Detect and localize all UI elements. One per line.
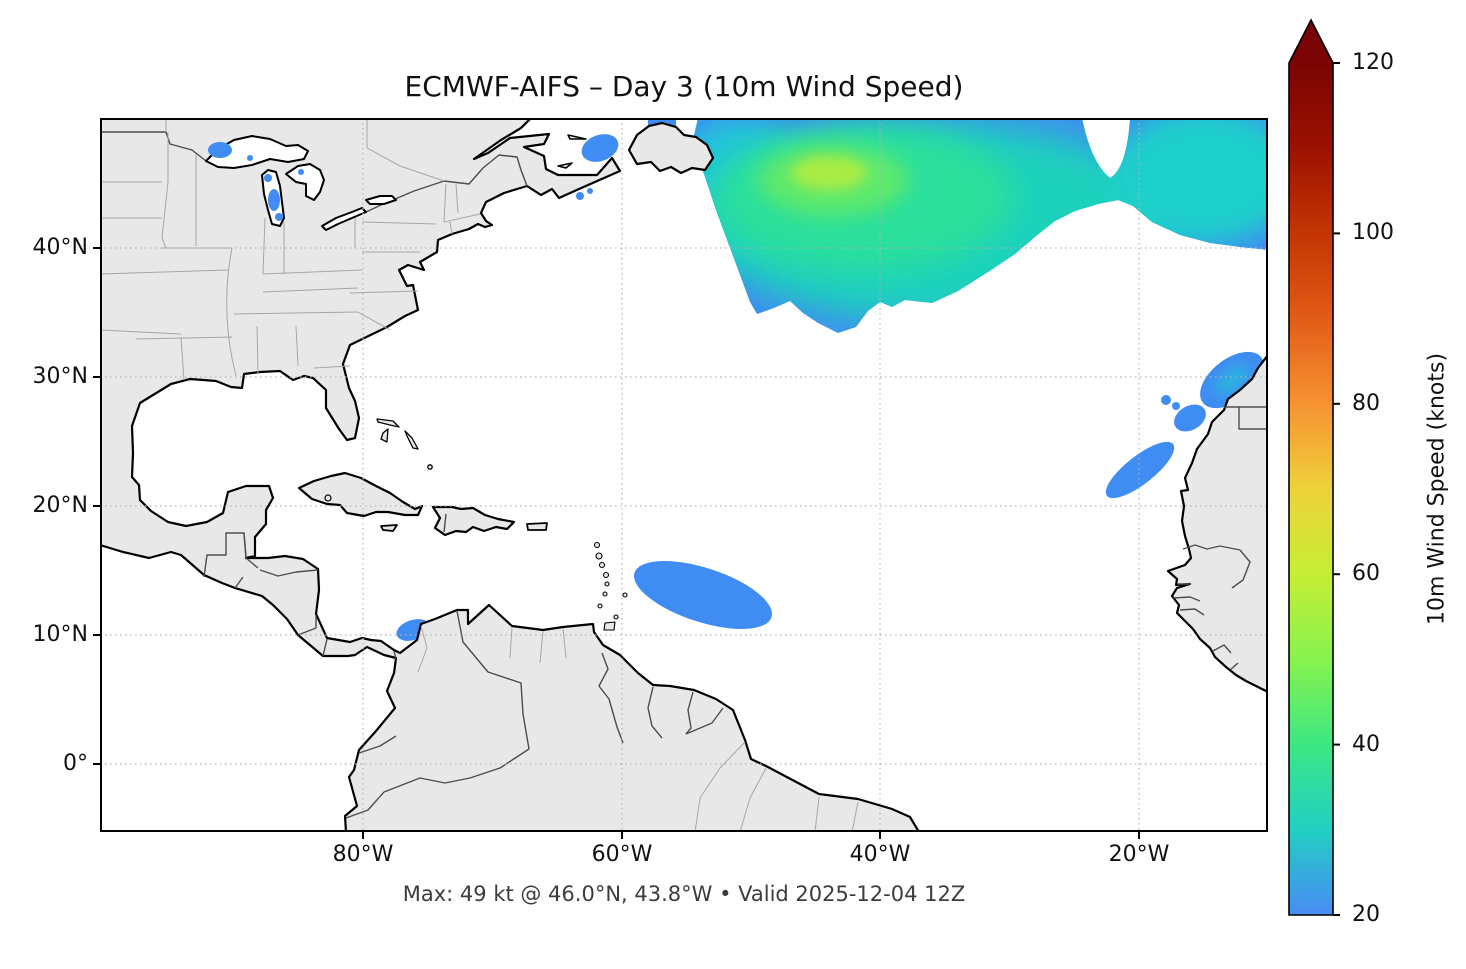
- cbar-tick-80: 80: [1352, 391, 1380, 416]
- cbar-tick-120: 120: [1352, 50, 1394, 75]
- map-svg: [102, 120, 1266, 830]
- cbar-tick-20: 20: [1352, 902, 1380, 927]
- newfoundland-island: [627, 121, 715, 175]
- axis-tick: [621, 832, 623, 839]
- axis-tick: [93, 376, 100, 378]
- lesser-antilles-islands: [593, 541, 628, 631]
- anticosti-island: [567, 134, 587, 140]
- xtick-80w: 80°W: [332, 842, 394, 867]
- axis-tick: [879, 832, 881, 839]
- hispaniola-island: [431, 505, 516, 537]
- ytick-10n: 10°N: [32, 622, 88, 647]
- north-and-south-america-landmass: [102, 120, 920, 830]
- xtick-60w: 60°W: [591, 842, 653, 867]
- country-borders: [102, 131, 1266, 819]
- prince-edward-island: [557, 162, 573, 169]
- axis-tick: [93, 763, 100, 765]
- lake-huron: [285, 163, 325, 201]
- lake-ontario: [365, 195, 397, 205]
- axis-tick: [93, 505, 100, 507]
- axis-tick: [93, 634, 100, 636]
- jamaica-island: [380, 524, 398, 532]
- caption: Max: 49 kt @ 46.0°N, 43.8°W • Valid 2025…: [402, 882, 966, 906]
- lake-superior: [205, 135, 309, 169]
- ytick-40n: 40°N: [32, 235, 88, 260]
- gridlines: [102, 120, 1266, 830]
- lake-erie: [321, 207, 367, 231]
- wind-africa-patches: [1105, 351, 1264, 499]
- wind-gap-notch: [1082, 120, 1130, 178]
- puerto-rico-island: [526, 522, 548, 531]
- axis-tick: [362, 832, 364, 839]
- ytick-20n: 20°N: [32, 493, 88, 518]
- axis-tick: [1138, 832, 1140, 839]
- bahamas-islands: [376, 418, 433, 470]
- wind-lake-specks: [208, 142, 304, 221]
- colorbar-gradient-shape: [1288, 18, 1334, 916]
- africa-landmass: [1166, 355, 1266, 693]
- xtick-20w: 20°W: [1108, 842, 1170, 867]
- cbar-tick-100: 100: [1352, 220, 1394, 245]
- cbar-tick-40: 40: [1352, 732, 1380, 757]
- colorbar-ticks: [1333, 62, 1340, 916]
- chart-title: ECMWF-AIFS – Day 3 (10m Wind Speed): [404, 70, 964, 103]
- map-plot: [100, 118, 1268, 832]
- wind-tradewind-patch: [634, 561, 772, 629]
- ytick-30n: 30°N: [32, 364, 88, 389]
- cbar-tick-60: 60: [1352, 561, 1380, 586]
- landmasses: [102, 120, 1266, 830]
- wind-field: [396, 120, 1266, 641]
- ytick-0: 0°: [63, 751, 88, 776]
- colorbar-axis-label: 10m Wind Speed (knots): [1424, 352, 1450, 626]
- colorbar: [1288, 18, 1340, 916]
- xtick-40w: 40°W: [849, 842, 911, 867]
- axis-tick: [93, 247, 100, 249]
- state-borders: [102, 120, 859, 830]
- cuba-island: [297, 471, 424, 518]
- isla-juventud: [324, 494, 332, 502]
